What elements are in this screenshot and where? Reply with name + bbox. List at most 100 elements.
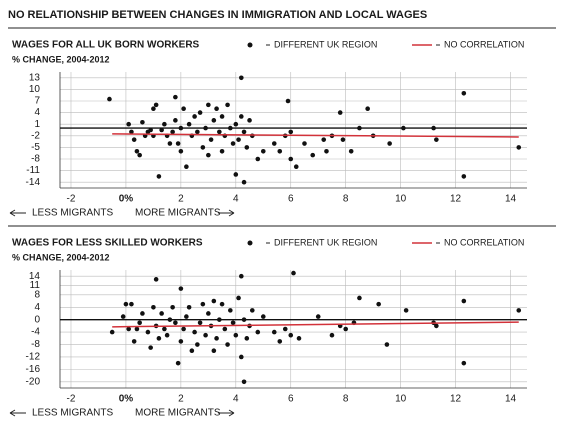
data-point <box>120 314 126 319</box>
annotation: LESS MIGRANTS <box>32 208 113 219</box>
x-tick-label: 6 <box>288 394 294 405</box>
data-point <box>219 301 225 307</box>
data-point <box>167 317 173 322</box>
data-point <box>293 164 299 170</box>
data-point <box>241 317 247 322</box>
x-tick-label: -2 <box>67 194 76 205</box>
data-point <box>288 156 294 162</box>
data-point <box>225 342 230 347</box>
data-point <box>384 342 390 347</box>
data-point <box>206 311 211 316</box>
data-point <box>282 326 288 332</box>
data-point <box>291 270 296 276</box>
y-tick-label: 0 <box>34 314 40 325</box>
data-point <box>219 148 225 154</box>
chart-subtitle: % CHANGE, 2004-2012 <box>12 54 110 64</box>
data-point <box>401 125 406 131</box>
y-tick-label: -8 <box>31 339 40 350</box>
x-tick-label: 6 <box>288 194 294 205</box>
data-point <box>208 137 214 142</box>
data-point <box>162 121 167 127</box>
x-tick-label: 0% <box>119 194 134 205</box>
data-point <box>236 295 241 301</box>
y-tick-label: -5 <box>31 142 40 153</box>
data-point <box>296 336 302 341</box>
data-point <box>244 145 250 150</box>
x-tick-label: 2 <box>178 194 184 205</box>
data-point <box>126 326 131 332</box>
data-point <box>241 179 247 185</box>
chart-subtitle: % CHANGE, 2004-2012 <box>12 252 110 262</box>
data-point <box>159 311 164 316</box>
data-point <box>255 156 261 162</box>
y-tick-label: 1 <box>34 119 40 130</box>
data-point <box>277 339 283 344</box>
y-tick-label: -8 <box>31 154 40 165</box>
data-point <box>239 273 244 279</box>
x-tick-label: 4 <box>233 194 239 205</box>
legend-label: DIFFERENT UK REGION <box>274 39 377 49</box>
legend-marker <box>247 42 253 48</box>
data-point <box>244 336 250 341</box>
data-point <box>249 308 255 313</box>
data-point <box>271 329 277 335</box>
data-point <box>324 148 329 154</box>
data-point <box>189 348 195 354</box>
correlation-line <box>112 321 519 328</box>
data-point <box>134 326 140 332</box>
data-point <box>387 141 392 146</box>
data-point <box>288 129 294 135</box>
correlation-line <box>112 133 519 138</box>
data-point <box>206 102 211 108</box>
data-point <box>516 308 522 313</box>
data-point <box>233 332 239 338</box>
data-point <box>461 298 467 304</box>
legend-label: DIFFERENT UK REGION <box>274 237 377 247</box>
data-point <box>148 127 153 133</box>
data-point <box>131 339 137 344</box>
data-point <box>222 326 228 332</box>
data-point <box>225 102 230 108</box>
data-point <box>145 329 151 335</box>
data-point <box>123 301 129 307</box>
data-point <box>230 320 236 326</box>
data-point <box>162 326 167 332</box>
y-tick-label: 13 <box>29 72 41 83</box>
data-point <box>181 326 186 332</box>
data-point <box>195 342 200 347</box>
data-point <box>211 118 217 123</box>
data-point <box>211 348 217 354</box>
data-point <box>239 354 244 360</box>
data-point <box>159 127 164 133</box>
data-point <box>140 311 145 316</box>
data-point <box>277 148 283 154</box>
data-point <box>214 336 219 341</box>
data-point <box>181 106 186 112</box>
data-point <box>206 152 211 158</box>
data-point <box>175 360 181 366</box>
data-point <box>348 148 354 154</box>
y-tick-label: -16 <box>26 364 41 375</box>
legend-label: NO CORRELATION <box>444 237 524 247</box>
data-point <box>260 148 266 154</box>
data-point <box>516 145 522 150</box>
data-point <box>230 141 236 146</box>
y-tick-label: 4 <box>34 302 40 313</box>
data-point <box>214 106 219 112</box>
x-tick-label: 8 <box>343 194 349 205</box>
y-tick-label: -20 <box>26 376 41 387</box>
data-point <box>403 308 409 313</box>
data-point <box>197 320 203 326</box>
data-point <box>343 326 348 332</box>
x-tick-label: 4 <box>233 394 239 405</box>
data-point <box>175 141 181 146</box>
data-point <box>288 332 294 338</box>
data-point <box>153 102 159 108</box>
chart-title: WAGES FOR ALL UK BORN WORKERS <box>12 40 200 51</box>
y-tick-label: 7 <box>34 96 40 107</box>
data-point <box>107 96 112 102</box>
data-point <box>153 277 159 282</box>
data-point <box>241 379 247 385</box>
legend-marker <box>247 240 253 246</box>
